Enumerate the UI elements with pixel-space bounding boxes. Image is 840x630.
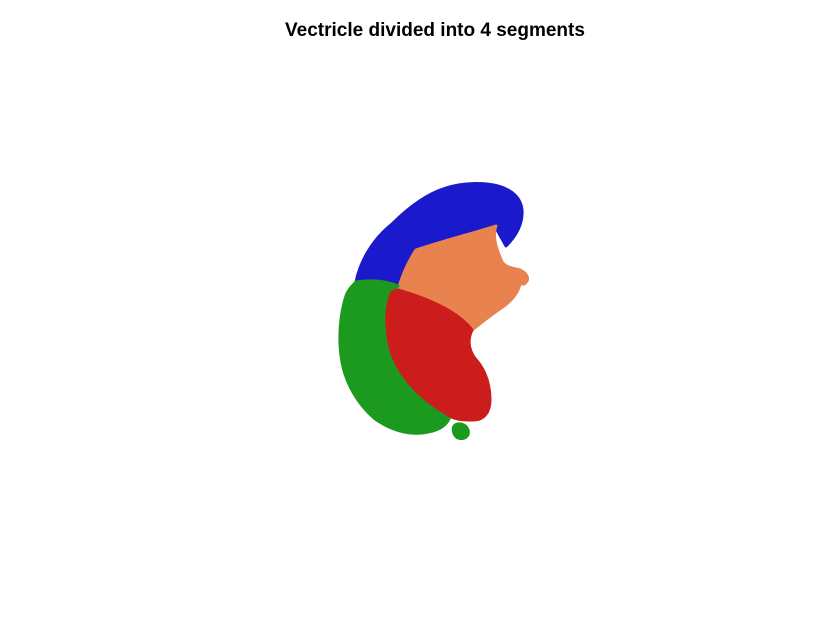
segment-4-red [385, 288, 492, 422]
figure-title: Vectricle divided into 4 segments [285, 20, 585, 41]
segment-2-orange [396, 224, 529, 332]
segment-3-green-fragment [451, 422, 470, 440]
